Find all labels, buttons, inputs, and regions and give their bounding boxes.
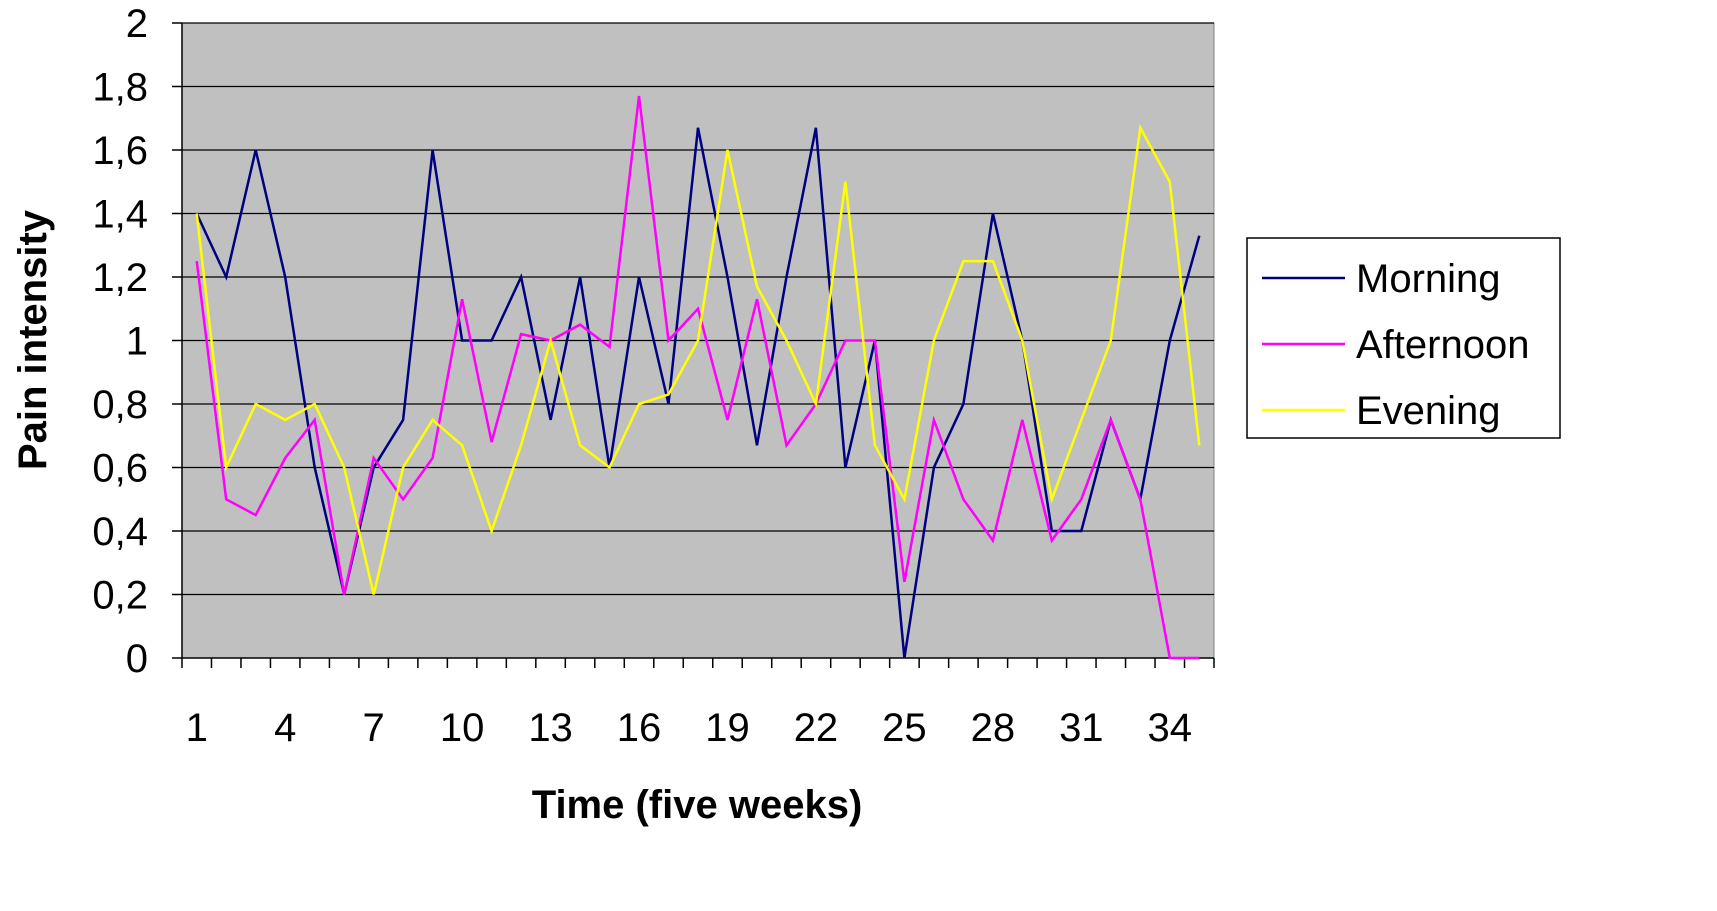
legend: Morning Afternoon Evening <box>1247 238 1560 438</box>
x-tick-label: 31 <box>1059 706 1104 750</box>
x-tick-label: 7 <box>363 706 385 750</box>
y-tick-label: 0,4 <box>92 510 148 554</box>
x-tick-label: 1 <box>186 706 208 750</box>
y-tick-label: 0,2 <box>92 574 148 618</box>
x-tick-label: 10 <box>440 706 485 750</box>
y-tick-label: 2 <box>126 2 148 46</box>
legend-label-morning: Morning <box>1356 257 1501 301</box>
x-tick-label: 28 <box>971 706 1016 750</box>
y-tick-label: 1 <box>126 320 148 364</box>
y-tick-label: 0 <box>126 637 148 681</box>
y-tick-label: 1,4 <box>92 193 148 237</box>
legend-label-afternoon: Afternoon <box>1356 323 1529 367</box>
y-tick-labels: 0 0,2 0,4 0,6 0,8 1 1,2 1,4 1,6 1,8 2 <box>92 2 148 681</box>
legend-label-evening: Evening <box>1356 389 1501 433</box>
x-tick-label: 25 <box>882 706 927 750</box>
y-axis-title: Pain intensity <box>11 209 55 470</box>
x-tick-label: 4 <box>274 706 296 750</box>
x-tick-label: 34 <box>1148 706 1193 750</box>
y-tick-label: 0,8 <box>92 383 148 427</box>
x-tick-label: 22 <box>794 706 839 750</box>
x-tick-label: 19 <box>705 706 750 750</box>
x-tick-label: 13 <box>528 706 573 750</box>
y-tick-label: 0,6 <box>92 447 148 491</box>
x-tick-label: 16 <box>617 706 662 750</box>
y-tick-label: 1,2 <box>92 256 148 300</box>
y-tick-label: 1,6 <box>92 129 148 173</box>
x-tick-labels: 1 4 7 10 13 16 19 22 25 28 31 34 <box>186 706 1192 750</box>
y-tick-label: 1,8 <box>92 66 148 110</box>
x-axis-title: Time (five weeks) <box>532 783 863 827</box>
